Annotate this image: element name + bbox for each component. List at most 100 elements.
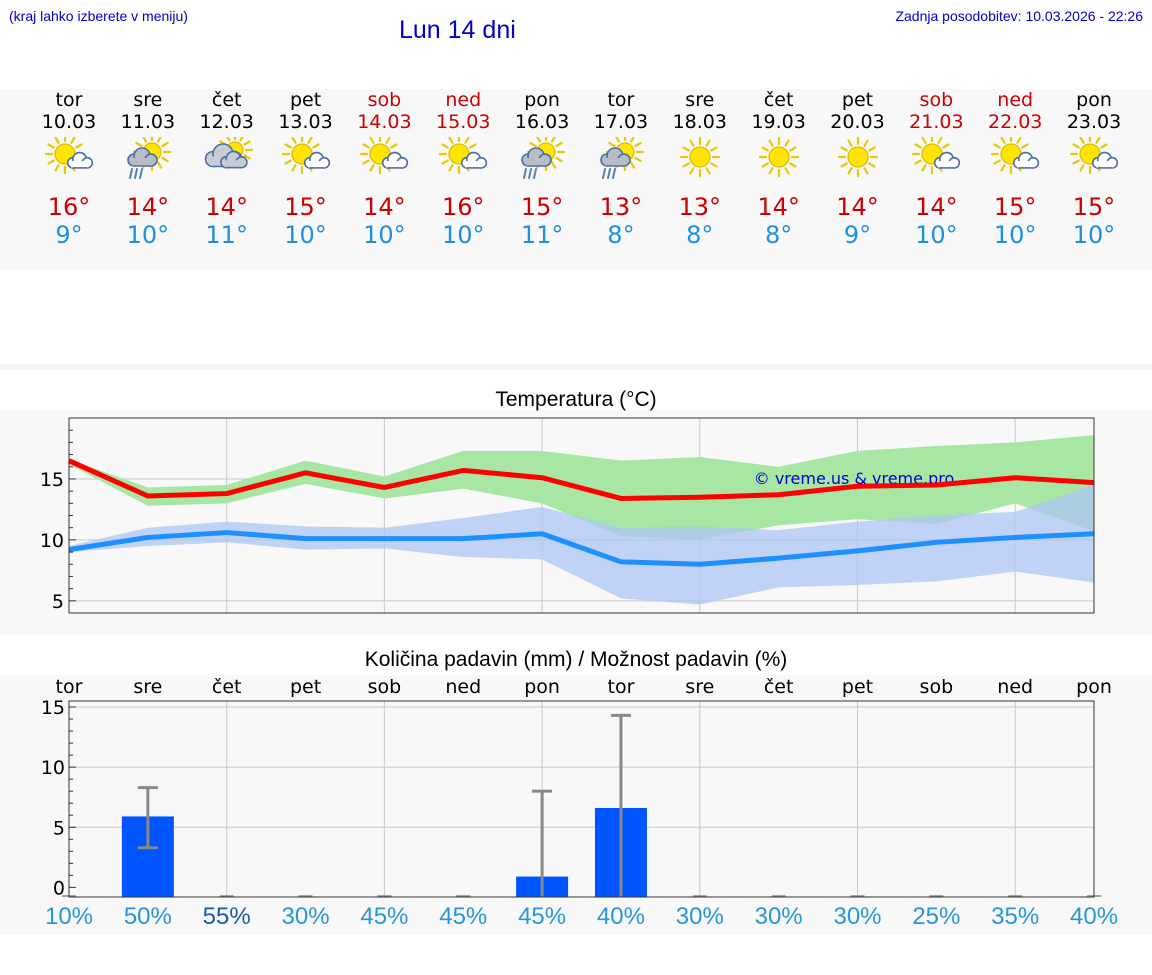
min-temperature: 9° (843, 221, 872, 249)
max-temperature: 14° (363, 193, 406, 221)
y-tick-label: 10 (40, 530, 64, 552)
sun-rays (758, 137, 799, 178)
sun-overcast-icon (204, 137, 253, 169)
sun-cloud-icon (360, 137, 409, 175)
y-tick-label: 5 (53, 817, 65, 839)
daily-forecast-band (0, 89, 1152, 270)
day-date: 12.03 (199, 111, 254, 133)
max-temperature: 15° (284, 193, 327, 221)
page-title: Lun 14 dni (399, 16, 516, 44)
day-date: 10.03 (41, 111, 97, 133)
x-category-label: čet (764, 676, 794, 698)
precip-probability: 30% (281, 903, 330, 930)
rain-drops (128, 168, 143, 179)
day-date: 22.03 (987, 111, 1043, 133)
sun-cloud-icon (912, 137, 961, 175)
sun-icon (679, 137, 720, 178)
x-category-label: tor (608, 676, 635, 698)
x-category-label: sre (133, 676, 162, 698)
min-temperature: 11° (520, 221, 564, 249)
min-temperature: 10° (441, 221, 485, 249)
day-date: 15.03 (436, 111, 491, 133)
day-name: tor (55, 89, 83, 111)
x-category-label: tor (56, 676, 83, 698)
day-column: pon 23.03 15° 10° (1054, 89, 1134, 249)
min-temperature: 8° (686, 221, 714, 249)
max-temperature: 13° (599, 193, 643, 221)
day-name: tor (607, 89, 635, 111)
precip-probability: 50% (123, 903, 172, 930)
day-name: čet (763, 89, 794, 111)
max-temperature-line (67, 458, 1095, 501)
min-temperature: 8° (765, 221, 793, 249)
day-name: pon (1076, 89, 1112, 111)
precip-probability: 35% (991, 903, 1040, 930)
cloud-shape (66, 151, 94, 169)
precip-probability: 30% (675, 903, 724, 930)
x-category-label: sob (920, 676, 954, 698)
day-column: čet 12.03 14° 11° (187, 89, 267, 249)
min-temperature: 9° (55, 221, 83, 249)
precip-probability: 45% (360, 903, 409, 930)
day-date: 17.03 (593, 111, 649, 133)
day-name: čet (211, 89, 242, 111)
x-category-label: pet (290, 676, 321, 698)
day-column: sob 21.03 14° 10° (896, 89, 976, 249)
day-date: 19.03 (751, 111, 806, 133)
day-name: sre (685, 89, 715, 111)
day-column: tor 17.03 13° 8° (581, 89, 661, 249)
day-name: pet (841, 89, 874, 111)
day-name: sre (133, 89, 163, 111)
day-name: pon (524, 89, 560, 111)
sun-rays (837, 137, 878, 178)
day-column: ned 15.03 16° 10° (423, 89, 503, 249)
max-temperature: 15° (1072, 193, 1116, 221)
temperature-chart-title: Temperatura (°C) (495, 388, 657, 411)
min-temperature: 11° (205, 221, 248, 249)
day-date: 13.03 (278, 111, 333, 133)
sun-disc (689, 146, 711, 168)
day-name: ned (997, 89, 1034, 111)
sun-rays (679, 137, 720, 178)
cloud-shape (934, 151, 961, 169)
cloud-shape (1013, 151, 1040, 169)
max-temperature: 15° (993, 193, 1037, 221)
cloud-shape (219, 150, 248, 169)
day-name: pet (289, 89, 322, 111)
x-category-label: pet (842, 676, 873, 698)
day-name: ned (445, 89, 482, 111)
sun-cloud-icon (1069, 137, 1119, 175)
precip-probability: 30% (833, 903, 882, 930)
precip-probability: 10% (44, 903, 94, 930)
plot-area (69, 701, 1094, 897)
min-temperature: 10° (284, 221, 327, 249)
x-category-label: ned (445, 676, 481, 698)
day-column: tor 10.03 16° 9° (29, 89, 109, 249)
cloud-shape (461, 151, 488, 169)
daily-forecast: tor 10.03 16° 9° sre 11.03 14° 10° čet 12.03 14° 11… (0, 89, 1152, 270)
day-column: sre 11.03 14° 10° (108, 89, 188, 249)
day-column: čet 19.03 14° 8° (739, 89, 819, 249)
grid (69, 701, 1094, 897)
min-temperature-line (68, 530, 1095, 567)
precip-error-bar (137, 786, 158, 850)
day-date: 11.03 (120, 111, 176, 133)
day-date: 21.03 (909, 111, 964, 133)
day-column: pet 13.03 15° 10° (266, 89, 346, 249)
max-temperature: 16° (47, 193, 91, 221)
day-column: sob 14.03 14° 10° (344, 89, 424, 249)
day-column: pon 16.03 15° 11° (502, 89, 582, 249)
precip-chart: tor sre čet pet sob ned pon tor sre čet pet sob ned p… (41, 676, 1112, 899)
x-category-label: sre (685, 676, 714, 698)
min-temperature: 10° (363, 221, 406, 249)
day-column: pet 20.03 14° 9° (818, 89, 898, 249)
x-category-label: pon (524, 676, 560, 698)
day-date: 16.03 (514, 111, 570, 133)
sun-disc (768, 146, 790, 168)
day-date: 18.03 (672, 111, 727, 133)
y-tick-label: 5 (52, 591, 64, 613)
y-tick-label: 10 (41, 757, 65, 779)
min-temperature: 10° (126, 221, 170, 249)
sun-cloud-icon (44, 137, 94, 175)
